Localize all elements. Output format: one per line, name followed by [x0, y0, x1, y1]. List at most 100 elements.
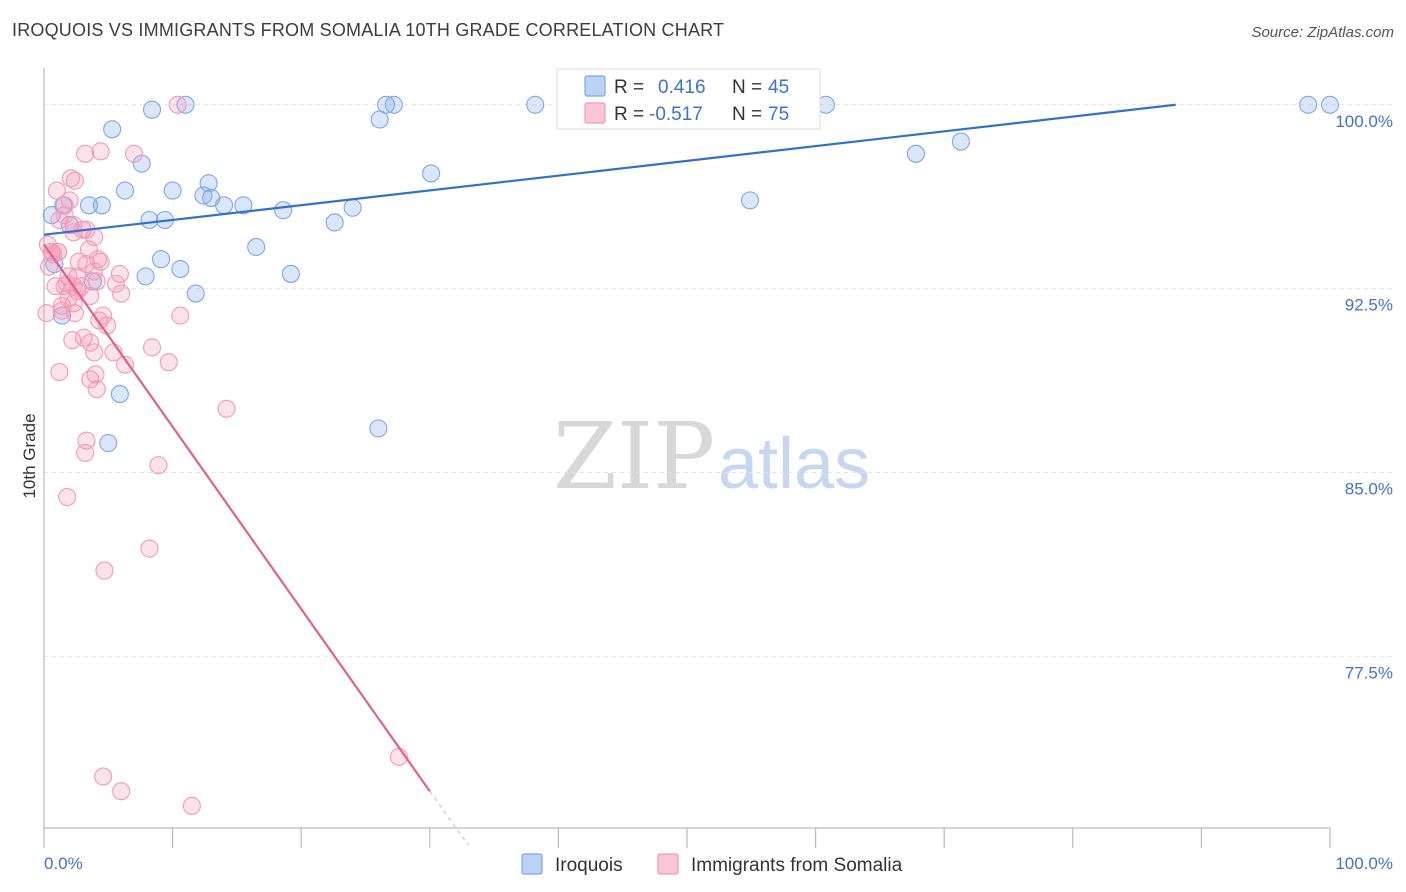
iroquois-point	[281, 264, 300, 283]
iroquois-point	[103, 120, 122, 139]
iroquois-point	[214, 196, 234, 215]
iroquois-point	[142, 100, 162, 119]
somalia-point	[142, 338, 162, 357]
somalia-point	[140, 539, 159, 558]
somalia-point	[58, 274, 77, 293]
somalia-point	[182, 796, 201, 815]
iroquois-point	[115, 181, 135, 200]
somalia-point	[168, 95, 187, 114]
iroquois-point	[151, 250, 171, 269]
somalia-point	[63, 331, 82, 350]
legend-swatch-iroquois	[584, 75, 606, 97]
legend-n-label-somalia: N =	[732, 104, 762, 125]
somalia-point	[50, 362, 69, 382]
correlation-legend: R = 0.416 N = 45 R = -0.517 N = 75	[556, 68, 821, 130]
source-label: Source: ZipAtlas.com	[1251, 24, 1394, 41]
somalia-point	[37, 304, 56, 323]
somalia-trend-extension	[429, 790, 469, 846]
iroquois-point	[1320, 95, 1340, 114]
watermark-zip: ZIP	[553, 403, 715, 510]
iroquois-point	[274, 201, 293, 220]
iroquois-point	[740, 191, 760, 210]
iroquois-point	[369, 419, 388, 438]
legend-r-value-somalia: -0.517	[649, 104, 703, 125]
somalia-point	[58, 487, 77, 507]
watermark-atlas: atlas	[718, 424, 870, 504]
y-tick-label: 85.0%	[1345, 480, 1393, 499]
iroquois-trend-line	[43, 103, 1176, 236]
chart-title: IROQUOIS VS IMMIGRANTS FROM SOMALIA 10TH…	[12, 20, 725, 40]
bottom-legend-swatch-somalia	[657, 853, 679, 875]
legend-n-label-iroquois: N =	[732, 77, 762, 98]
somalia-point	[95, 561, 114, 580]
y-tick-label: 77.5%	[1345, 663, 1393, 682]
somalia-point	[81, 370, 100, 389]
somalia-point	[124, 144, 144, 163]
x-tick-label-min: 0.0%	[44, 854, 83, 873]
somalia-point	[86, 365, 105, 384]
iroquois-point	[526, 95, 545, 114]
somalia-point	[112, 284, 131, 303]
somalia-point	[106, 274, 126, 293]
somalia-point	[110, 264, 129, 283]
legend-n-value-somalia: 75	[768, 104, 789, 125]
somalia-point	[149, 456, 168, 475]
somalia-point	[217, 399, 236, 418]
y-tick-label: 92.5%	[1345, 296, 1393, 315]
iroquois-point	[247, 237, 266, 257]
iroquois-point	[176, 95, 195, 114]
somalia-point	[77, 255, 96, 274]
iroquois-point	[194, 186, 213, 205]
iroquois-point	[110, 385, 129, 404]
somalia-trend-line	[43, 243, 431, 792]
bottom-legend-swatch-iroquois	[521, 853, 543, 875]
series-legend: Iroquois Immigrants from Somalia	[521, 853, 903, 876]
iroquois-point	[99, 434, 118, 453]
somalia-point	[91, 252, 110, 271]
bottom-legend-label-iroquois: Iroquois	[555, 855, 623, 876]
iroquois-point	[163, 181, 182, 200]
iroquois-point	[186, 284, 205, 303]
iroquois-point	[951, 132, 970, 151]
legend-n-value-iroquois: 45	[768, 77, 789, 98]
somalia-point	[60, 191, 79, 210]
trend-lines	[43, 103, 1176, 846]
somalia-point	[115, 355, 135, 374]
iroquois-point	[343, 198, 362, 217]
somalia-points	[37, 95, 408, 815]
somalia-point	[68, 267, 87, 286]
somalia-point	[85, 343, 104, 362]
grid-layer	[44, 104, 1393, 657]
iroquois-point	[79, 196, 99, 215]
somalia-point	[112, 782, 131, 801]
somalia-point	[59, 289, 78, 308]
legend-r-label-iroquois: R =	[614, 77, 644, 98]
iroquois-point	[132, 154, 151, 173]
iroquois-points	[42, 95, 1340, 453]
iroquois-point	[140, 210, 159, 230]
bottom-legend-label-somalia: Immigrants from Somalia	[691, 855, 903, 876]
x-tick-labels: 0.0% 100.0%	[44, 854, 1393, 873]
somalia-point	[76, 144, 95, 163]
somalia-point	[91, 142, 110, 161]
y-tick-label: 100.0%	[1335, 112, 1393, 131]
somalia-point	[94, 767, 113, 786]
somalia-point	[47, 181, 66, 200]
iroquois-point	[92, 196, 111, 215]
somalia-point	[61, 169, 81, 188]
somalia-point	[76, 443, 95, 462]
iroquois-point	[422, 164, 441, 183]
legend-r-label-somalia: R =	[614, 104, 644, 125]
iroquois-point	[370, 110, 389, 129]
somalia-point	[87, 380, 106, 399]
somalia-point	[159, 353, 178, 372]
iroquois-point	[136, 267, 155, 286]
somalia-point	[171, 306, 190, 325]
legend-swatch-somalia	[584, 102, 606, 124]
somalia-point	[81, 333, 100, 352]
somalia-point	[55, 196, 74, 215]
x-tick-label-max: 100.0%	[1335, 854, 1393, 873]
y-tick-labels: 100.0% 92.5% 85.0% 77.5%	[1335, 112, 1393, 683]
iroquois-point	[906, 144, 925, 163]
